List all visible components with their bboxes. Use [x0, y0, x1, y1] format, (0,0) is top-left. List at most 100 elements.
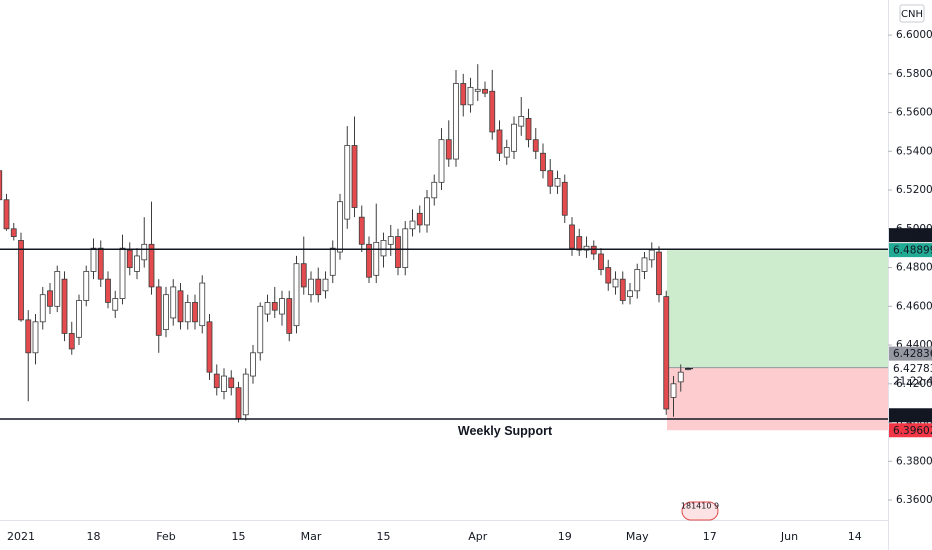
candle-body	[598, 253, 604, 270]
symbol: CNH	[901, 9, 923, 20]
candle-body	[39, 294, 46, 323]
candle-body	[221, 375, 227, 392]
candle-body	[453, 83, 459, 160]
price-badge	[889, 228, 932, 243]
candle-body	[677, 371, 684, 383]
x-tick-label: 18	[87, 530, 101, 543]
price-badge	[889, 243, 932, 258]
candle-body	[199, 282, 206, 327]
x-tick-label: 2021	[7, 530, 35, 543]
candle-body	[496, 129, 503, 154]
candle-body	[83, 271, 90, 301]
candle-body	[569, 224, 575, 249]
candle-body	[663, 296, 670, 410]
event-label: 181410 9	[681, 502, 719, 511]
candle-body	[97, 247, 104, 280]
candle-body	[177, 290, 184, 323]
candle-body	[373, 241, 380, 276]
candle-body	[576, 236, 583, 251]
candle-body	[344, 145, 351, 220]
price-badge-label: 6.48944	[893, 230, 932, 242]
candle-body	[170, 286, 177, 319]
candle-body	[358, 216, 365, 245]
candle-body	[619, 278, 626, 301]
candle-body	[141, 243, 148, 261]
candle-body	[561, 181, 568, 216]
target-zone	[667, 250, 888, 368]
candle-body	[10, 228, 17, 237]
candle-body	[293, 263, 300, 327]
candle-body	[250, 352, 256, 377]
y-tick-label: 6.38000	[896, 455, 932, 467]
candle-body	[634, 269, 641, 292]
x-tick-label: 15	[377, 530, 391, 543]
price-badge-label: 6.39602	[893, 425, 932, 437]
candle-body	[612, 278, 619, 288]
y-tick-label: 6.42000	[896, 378, 932, 390]
y-tick-label: 6.46000	[896, 300, 932, 312]
candle-body	[525, 117, 532, 141]
candle-body	[395, 236, 401, 268]
candle-body	[503, 147, 510, 158]
candle-body	[641, 257, 648, 272]
y-tick-label: 6.56000	[896, 107, 932, 119]
candle-body	[554, 178, 561, 187]
candle-body	[518, 116, 525, 127]
event-icon	[681, 501, 719, 521]
candle-body	[54, 271, 61, 307]
candle-body	[257, 305, 264, 354]
candle-body	[583, 245, 590, 251]
candle-body	[68, 333, 75, 350]
candle-body	[76, 300, 82, 338]
x-tick-label: 17	[703, 530, 717, 543]
candle-body	[206, 321, 213, 373]
candle-body	[351, 145, 358, 208]
candle-body	[460, 83, 467, 106]
candle-body	[47, 290, 53, 307]
x-tick-label: Apr	[468, 530, 488, 543]
candle-body	[32, 321, 39, 354]
candle-body	[547, 170, 554, 187]
candle-body	[482, 88, 488, 94]
price-badge	[889, 408, 932, 423]
price-badge-label: 6.42783	[893, 363, 932, 375]
candle-body	[337, 201, 343, 253]
candle-body	[445, 139, 452, 160]
y-tick-label: 6.52000	[896, 184, 932, 196]
symbol-box[interactable]	[899, 4, 925, 23]
candle-body	[242, 373, 249, 416]
y-tick-label: 6.60000	[896, 29, 932, 41]
candle-body	[431, 181, 438, 199]
candle-body	[474, 88, 481, 92]
countdown: 21:22:44	[893, 376, 932, 388]
y-tick-label: 6.54000	[896, 145, 932, 157]
candle-body	[134, 255, 140, 272]
candle-body	[540, 152, 546, 172]
candle-body	[235, 387, 242, 420]
candle-body	[380, 240, 387, 257]
candle-body	[424, 197, 430, 226]
y-tick-label: 6.58000	[896, 68, 932, 80]
candle-body	[184, 302, 191, 323]
candle-body	[119, 247, 126, 299]
line-annotation: Weekly Support	[458, 424, 553, 438]
candle-body	[387, 236, 394, 245]
candle-body	[105, 278, 111, 303]
candle-body	[438, 139, 445, 183]
candle-body	[18, 240, 24, 321]
candle-body	[511, 123, 517, 152]
candle-body	[366, 243, 372, 278]
x-tick-label: Feb	[156, 530, 175, 543]
candle-body	[656, 251, 662, 296]
candle-body	[315, 278, 322, 296]
candle-body	[308, 278, 314, 296]
candle-body	[322, 278, 329, 292]
candle-body	[0, 170, 3, 201]
price-badge-label: 6.48899	[893, 245, 932, 257]
candle-body	[192, 302, 198, 323]
candle-body	[112, 298, 119, 311]
candle-body	[467, 86, 474, 106]
candle-body	[329, 247, 336, 276]
